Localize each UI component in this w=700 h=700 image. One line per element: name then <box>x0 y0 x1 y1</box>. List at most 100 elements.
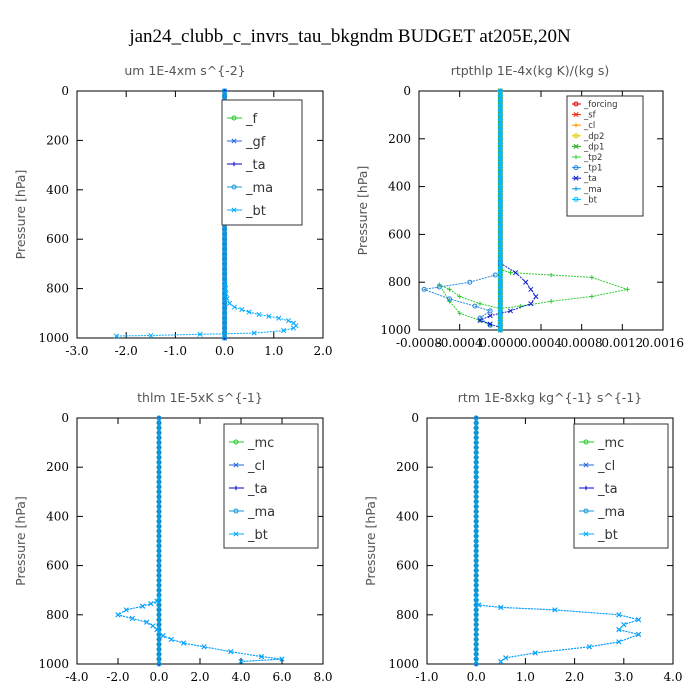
legend-label: _bt <box>597 528 618 543</box>
series-ta <box>477 260 539 331</box>
data-point <box>477 301 483 306</box>
legend-label: _gf <box>245 135 266 150</box>
data-point <box>497 251 503 257</box>
data-point <box>156 518 162 524</box>
series-bt <box>113 281 299 339</box>
data-point <box>286 318 292 324</box>
data-point <box>222 286 228 292</box>
data-point <box>616 627 622 633</box>
data-point <box>473 494 479 500</box>
x-tick-label: -3.0 <box>65 344 88 358</box>
data-point <box>222 325 228 331</box>
data-point <box>497 289 503 295</box>
x-tick-label: -4.0 <box>65 670 88 684</box>
data-point <box>457 294 462 299</box>
legend-label: _ma <box>597 505 625 520</box>
data-point <box>497 298 503 304</box>
data-point <box>473 543 479 549</box>
plot-frame <box>426 417 674 665</box>
legend-marker <box>231 207 237 213</box>
legend-marker <box>583 531 589 537</box>
data-point <box>156 474 162 480</box>
data-point <box>156 636 162 642</box>
data-point <box>497 308 503 314</box>
data-point <box>156 523 162 529</box>
data-point <box>222 281 228 287</box>
legend: _mc _cl _ta _ma _bt <box>223 423 319 549</box>
data-point <box>548 299 554 304</box>
legend-marker <box>233 508 239 514</box>
panel-title: rtpthlp 1E-4x(kg K)/(kg s) <box>451 63 610 78</box>
data-point <box>473 435 479 441</box>
data-point <box>473 661 479 667</box>
series-tp2 <box>437 268 630 328</box>
x-tick-label: -0.0004 <box>437 336 483 350</box>
data-point <box>223 286 229 292</box>
legend-label: _cl <box>247 459 265 474</box>
x-tick-label: 2.0 <box>565 670 584 684</box>
data-point <box>222 241 228 247</box>
data-point <box>156 577 162 583</box>
data-point <box>498 658 504 665</box>
data-point <box>140 603 146 609</box>
data-point <box>476 602 482 608</box>
legend-marker <box>583 508 589 514</box>
data-point <box>497 126 503 132</box>
data-point <box>473 469 479 475</box>
data-point <box>222 320 228 326</box>
x-tick-label: 2.0 <box>313 344 332 358</box>
data-point <box>226 300 233 306</box>
data-point <box>222 281 228 287</box>
data-point <box>473 595 479 601</box>
data-point <box>473 425 479 431</box>
data-point <box>156 558 162 564</box>
data-point <box>222 266 228 272</box>
data-point <box>625 287 630 292</box>
data-point <box>497 327 503 333</box>
chart-panel-1: um 1E-4xm s^{-2} Pressure [hPa] 0 200 400 600… <box>13 63 333 358</box>
data-point <box>497 236 503 242</box>
data-point <box>473 572 479 578</box>
y-tick-label: 0 <box>411 411 419 425</box>
data-point <box>467 279 473 285</box>
x-tick-label: -2.0 <box>115 344 138 358</box>
series-line <box>116 597 283 662</box>
legend-box <box>221 99 303 226</box>
data-point <box>129 615 135 622</box>
x-tick-label: 2.0 <box>190 670 209 684</box>
data-point <box>115 612 121 618</box>
data-point <box>222 88 228 94</box>
data-point <box>222 300 228 306</box>
data-point <box>497 260 503 266</box>
data-point <box>513 270 519 276</box>
legend-marker <box>573 165 579 171</box>
data-point <box>222 330 228 336</box>
legend-marker <box>573 175 579 181</box>
y-tick-label: 200 <box>388 132 411 146</box>
legend-label: _bt <box>583 195 598 205</box>
data-point <box>473 582 479 588</box>
y-tick-label: 400 <box>46 509 69 523</box>
data-point <box>473 513 479 519</box>
data-point <box>473 479 479 485</box>
legend-marker <box>233 531 239 537</box>
data-point <box>532 650 538 656</box>
data-point <box>473 523 479 529</box>
data-point <box>497 212 503 218</box>
data-point <box>473 568 479 574</box>
data-point <box>473 464 479 470</box>
data-point <box>156 494 162 500</box>
data-point <box>473 528 479 534</box>
data-point <box>497 231 503 237</box>
data-point <box>156 430 162 436</box>
data-point <box>616 639 622 645</box>
data-point <box>156 479 162 485</box>
data-point <box>156 440 162 446</box>
data-point <box>473 553 479 559</box>
data-point <box>156 646 162 652</box>
data-point <box>497 270 503 276</box>
data-point <box>222 276 228 282</box>
data-point <box>222 335 228 341</box>
data-point <box>473 518 479 524</box>
legend-marker <box>231 138 237 144</box>
